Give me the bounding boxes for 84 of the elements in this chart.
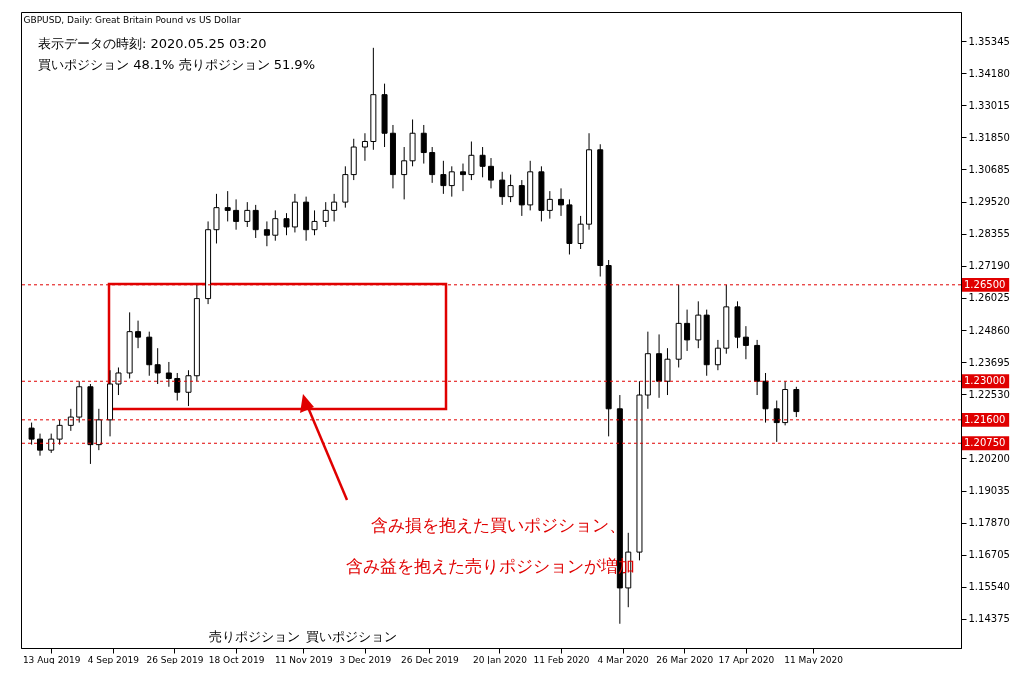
- x-tick-label: 17 Apr 2020: [718, 654, 775, 665]
- candlestick: [429, 146, 436, 184]
- candlestick: [263, 220, 270, 247]
- annotation: 買いポジション 48.1% 売りポジション 51.9%: [38, 57, 315, 72]
- candlestick: [213, 193, 220, 244]
- candlestick: [272, 209, 279, 242]
- y-tick-label: 1.28355: [968, 228, 1010, 240]
- x-tick-label: 20 Jan 2020: [472, 654, 528, 665]
- x-tick-label: 13 Aug 2019: [22, 654, 81, 665]
- y-tick-label: 1.20200: [968, 452, 1010, 464]
- candlestick: [115, 366, 122, 396]
- candlestick: [664, 347, 671, 396]
- y-tick-label: 1.26025: [968, 292, 1010, 304]
- candlestick: [135, 320, 142, 349]
- candlestick: [56, 419, 63, 446]
- y-tick-label: 1.22530: [968, 388, 1010, 400]
- candlestick: [283, 212, 290, 236]
- y-tick-label: 1.31850: [968, 131, 1010, 143]
- candlestick: [546, 190, 553, 220]
- x-tick-label: 11 Feb 2020: [533, 654, 590, 665]
- candlestick: [714, 339, 721, 371]
- candlestick: [252, 204, 259, 239]
- y-tick-label: 1.27190: [968, 260, 1010, 272]
- candlestick: [440, 160, 447, 195]
- ref-line-label: 1.23000: [964, 375, 1006, 387]
- candlestick: [361, 132, 368, 162]
- x-tick-label: 26 Dec 2019: [401, 654, 459, 665]
- x-tick-label: 11 May 2020: [784, 654, 844, 665]
- candlestick: [479, 146, 486, 178]
- candlestick: [448, 165, 455, 198]
- candlestick: [499, 171, 506, 206]
- candlestick: [224, 190, 231, 222]
- y-tick-label: 1.35345: [968, 35, 1010, 47]
- candlestick: [174, 372, 181, 402]
- ref-line-label: 1.21600: [964, 413, 1006, 425]
- candlestick: [48, 433, 55, 454]
- x-tick-label: 3 Dec 2019: [339, 654, 392, 665]
- annotation: 含み損を抱えた買いポジション、: [371, 515, 626, 535]
- x-tick-label: 18 Oct 2019: [208, 654, 265, 665]
- candlestick: [793, 386, 800, 418]
- y-tick-label: 1.15540: [968, 581, 1010, 593]
- y-tick-label: 1.14375: [968, 613, 1010, 625]
- candlestick: [468, 141, 475, 181]
- candlestick: [185, 369, 192, 407]
- x-tick-label: 4 Mar 2020: [597, 654, 650, 665]
- candlestick: [233, 198, 240, 231]
- candlestick: [420, 124, 427, 165]
- y-tick-label: 1.19035: [968, 485, 1010, 497]
- ref-line-label: 1.20750: [964, 437, 1006, 449]
- candlestick: [154, 347, 161, 385]
- y-tick-label: 1.30685: [968, 163, 1010, 175]
- candlestick: [322, 201, 329, 228]
- y-tick-label: 1.24860: [968, 324, 1010, 336]
- y-tick-label: 1.23695: [968, 356, 1010, 368]
- candlestick: [518, 179, 525, 217]
- y-tick-label: 1.33015: [968, 99, 1010, 111]
- y-tick-label: 1.29520: [968, 196, 1010, 208]
- chart-title: GBPUSD, Daily: Great Britain Pound vs US Dollar: [23, 15, 242, 25]
- candlestick: [577, 215, 584, 250]
- candlestick: [37, 433, 44, 457]
- candlestick: [773, 400, 780, 443]
- candlestick: [488, 157, 494, 189]
- y-tick-label: 1.17870: [968, 517, 1010, 529]
- candlestick: [165, 361, 172, 388]
- annotation: 表示データの時刻: 2020.05.25 03:20: [38, 36, 267, 51]
- candlestick: [742, 325, 749, 360]
- annotation: 売りポジション: [209, 629, 300, 644]
- y-tick-label: 1.34180: [968, 67, 1010, 79]
- y-tick-label: 1.16705: [968, 549, 1010, 561]
- candlestick: [244, 201, 251, 228]
- candlestick: [311, 209, 318, 236]
- ref-line-label: 1.26500: [964, 278, 1006, 290]
- candlestick: [459, 163, 466, 192]
- x-tick-label: 11 Nov 2019: [274, 654, 333, 665]
- candlestick: [401, 146, 408, 200]
- candlestick: [331, 193, 338, 222]
- annotation: 買いポジション: [306, 629, 397, 644]
- candlestick: [558, 187, 565, 217]
- candlestick: [28, 422, 35, 446]
- x-tick-label: 4 Sep 2019: [87, 654, 140, 665]
- x-tick-label: 26 Sep 2019: [146, 654, 204, 665]
- candlestick: [507, 174, 514, 203]
- candlestick: [684, 309, 691, 352]
- x-tick-label: 26 Mar 2020: [656, 654, 714, 665]
